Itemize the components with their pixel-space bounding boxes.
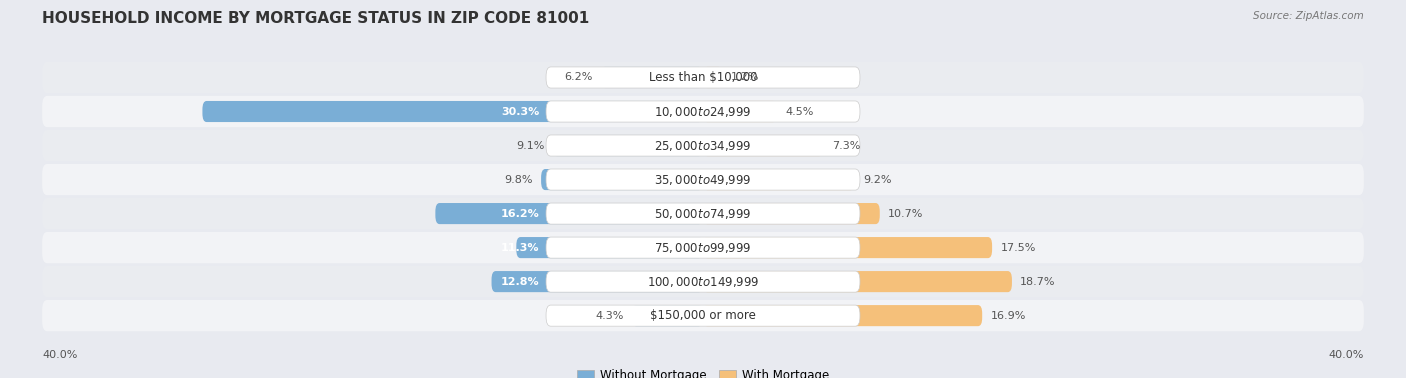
FancyBboxPatch shape — [553, 135, 703, 156]
FancyBboxPatch shape — [546, 135, 860, 156]
Text: $75,000 to $99,999: $75,000 to $99,999 — [654, 240, 752, 255]
Text: 40.0%: 40.0% — [42, 350, 77, 360]
FancyBboxPatch shape — [703, 305, 983, 326]
FancyBboxPatch shape — [546, 203, 860, 224]
FancyBboxPatch shape — [436, 203, 703, 224]
FancyBboxPatch shape — [703, 271, 1012, 292]
FancyBboxPatch shape — [492, 271, 703, 292]
FancyBboxPatch shape — [42, 198, 1364, 229]
Text: 7.3%: 7.3% — [832, 141, 860, 150]
Text: 6.2%: 6.2% — [564, 73, 592, 82]
Text: 16.2%: 16.2% — [501, 209, 540, 218]
FancyBboxPatch shape — [703, 203, 880, 224]
Text: $50,000 to $74,999: $50,000 to $74,999 — [654, 206, 752, 221]
Text: Source: ZipAtlas.com: Source: ZipAtlas.com — [1253, 11, 1364, 21]
FancyBboxPatch shape — [42, 164, 1364, 195]
FancyBboxPatch shape — [546, 67, 860, 88]
Text: 11.3%: 11.3% — [501, 243, 540, 253]
Text: 17.5%: 17.5% — [1001, 243, 1036, 253]
FancyBboxPatch shape — [703, 135, 824, 156]
FancyBboxPatch shape — [703, 169, 855, 190]
Legend: Without Mortgage, With Mortgage: Without Mortgage, With Mortgage — [572, 364, 834, 378]
FancyBboxPatch shape — [600, 67, 703, 88]
Text: $100,000 to $149,999: $100,000 to $149,999 — [647, 274, 759, 289]
FancyBboxPatch shape — [516, 237, 703, 258]
FancyBboxPatch shape — [546, 271, 860, 292]
FancyBboxPatch shape — [703, 67, 723, 88]
Text: 18.7%: 18.7% — [1021, 277, 1056, 287]
Text: 30.3%: 30.3% — [501, 107, 540, 116]
Text: 9.8%: 9.8% — [505, 175, 533, 184]
FancyBboxPatch shape — [546, 305, 860, 326]
FancyBboxPatch shape — [546, 237, 860, 258]
FancyBboxPatch shape — [631, 305, 703, 326]
FancyBboxPatch shape — [703, 101, 778, 122]
FancyBboxPatch shape — [541, 169, 703, 190]
Text: $150,000 or more: $150,000 or more — [650, 309, 756, 322]
Text: $10,000 to $24,999: $10,000 to $24,999 — [654, 104, 752, 119]
Text: 9.1%: 9.1% — [516, 141, 544, 150]
Text: 4.5%: 4.5% — [786, 107, 814, 116]
Text: 10.7%: 10.7% — [889, 209, 924, 218]
Text: $35,000 to $49,999: $35,000 to $49,999 — [654, 172, 752, 187]
FancyBboxPatch shape — [42, 62, 1364, 93]
Text: HOUSEHOLD INCOME BY MORTGAGE STATUS IN ZIP CODE 81001: HOUSEHOLD INCOME BY MORTGAGE STATUS IN Z… — [42, 11, 589, 26]
FancyBboxPatch shape — [42, 300, 1364, 331]
Text: 1.2%: 1.2% — [731, 73, 759, 82]
FancyBboxPatch shape — [42, 232, 1364, 263]
FancyBboxPatch shape — [202, 101, 703, 122]
Text: 4.3%: 4.3% — [595, 311, 624, 321]
Text: 40.0%: 40.0% — [1329, 350, 1364, 360]
Text: 12.8%: 12.8% — [501, 277, 540, 287]
FancyBboxPatch shape — [42, 96, 1364, 127]
FancyBboxPatch shape — [546, 101, 860, 122]
FancyBboxPatch shape — [703, 237, 993, 258]
Text: Less than $10,000: Less than $10,000 — [648, 71, 758, 84]
Text: 9.2%: 9.2% — [863, 175, 891, 184]
FancyBboxPatch shape — [42, 266, 1364, 297]
FancyBboxPatch shape — [42, 130, 1364, 161]
FancyBboxPatch shape — [546, 169, 860, 190]
Text: 16.9%: 16.9% — [990, 311, 1026, 321]
Text: $25,000 to $34,999: $25,000 to $34,999 — [654, 138, 752, 153]
